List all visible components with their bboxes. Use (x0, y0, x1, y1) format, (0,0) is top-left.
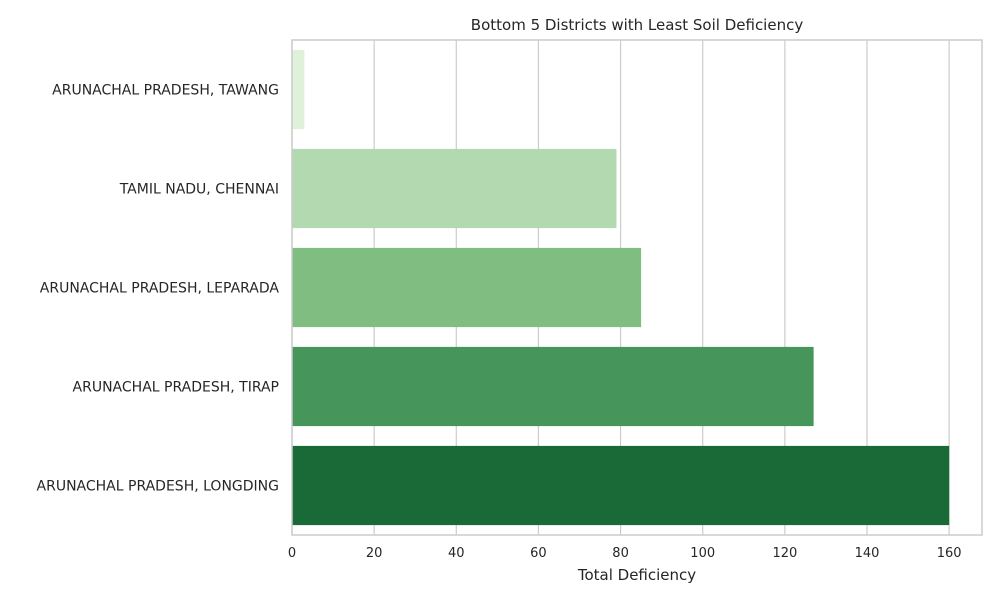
category-labels: ARUNACHAL PRADESH, TAWANG TAMIL NADU, CHE… (37, 83, 280, 495)
x-tick-label: 0 (288, 546, 296, 561)
x-axis-label: Total Deficiency (577, 566, 696, 584)
y-category-label: ARUNACHAL PRADESH, LEPARADA (40, 281, 280, 297)
x-tick-label: 20 (366, 546, 383, 561)
bar (292, 49, 305, 130)
x-tick-label: 140 (855, 546, 880, 561)
x-tick-label: 120 (772, 546, 797, 561)
y-category-label: ARUNACHAL PRADESH, LONGDING (37, 479, 279, 495)
bar (292, 247, 642, 328)
bar (292, 445, 950, 526)
y-category-label: ARUNACHAL PRADESH, TIRAP (73, 380, 279, 396)
chart-title: Bottom 5 Districts with Least Soil Defic… (471, 16, 804, 34)
bar (292, 148, 617, 229)
x-tick-label: 60 (530, 546, 547, 561)
x-tick-labels: 0 20 40 60 80 100 120 140 160 (288, 546, 962, 561)
bar (292, 346, 814, 427)
y-category-label: ARUNACHAL PRADESH, TAWANG (52, 83, 279, 99)
x-tick-label: 40 (448, 546, 465, 561)
bars (292, 49, 950, 526)
y-category-label: TAMIL NADU, CHENNAI (119, 182, 279, 198)
x-tick-label: 160 (937, 546, 962, 561)
plot-frame (291, 39, 983, 536)
x-tick-label: 100 (690, 546, 715, 561)
x-tick-label: 80 (612, 546, 629, 561)
